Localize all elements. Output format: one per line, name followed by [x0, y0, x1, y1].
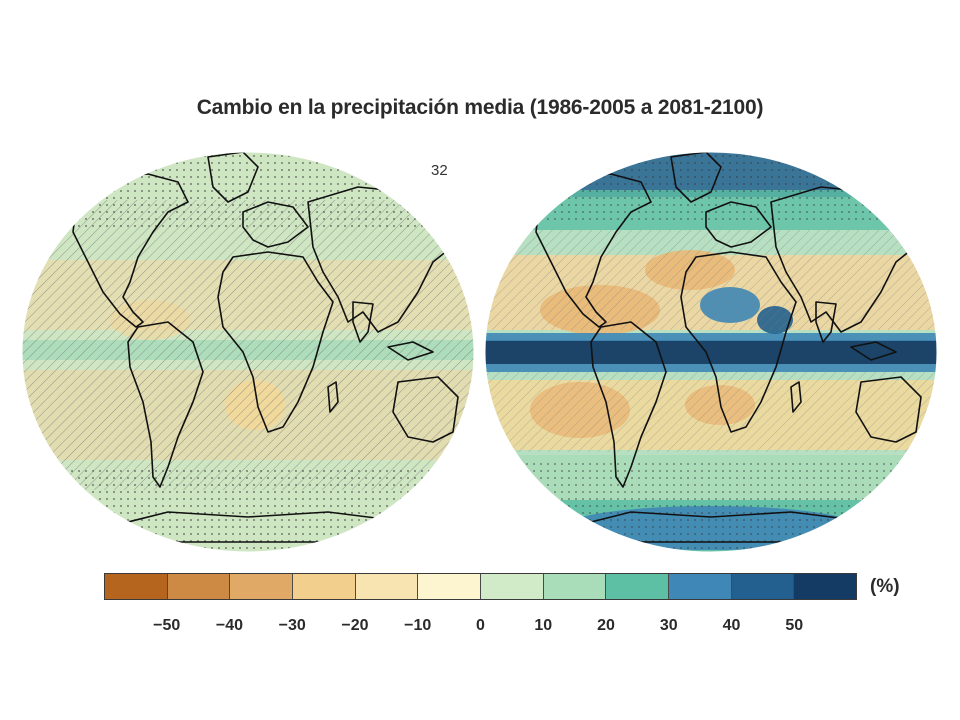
colorbar-swatch: [105, 574, 168, 599]
colorbar-tick-label: 0: [476, 617, 485, 634]
colorbar-swatch: [606, 574, 670, 599]
left-map: [21, 151, 475, 553]
colorbar-tick-label: −10: [404, 617, 432, 634]
colorbar-swatch: [794, 574, 857, 599]
right-map: [484, 151, 938, 553]
colorbar-tick-label: −50: [153, 617, 181, 634]
figure-title: Cambio en la precipitación media (1986-2…: [196, 96, 764, 119]
model-count-label: 32: [431, 162, 448, 179]
colorbar-tick-label: 30: [659, 617, 678, 634]
colorbar-tick-label: −40: [215, 617, 244, 634]
colorbar-swatch: [481, 574, 544, 599]
unit-label: (%): [870, 576, 900, 597]
colorbar-tick-label: 20: [597, 617, 615, 634]
colorbar-swatch: [293, 574, 356, 599]
colorbar-swatch: [355, 574, 419, 599]
colorbar-swatch: [230, 574, 294, 599]
colorbar-swatch: [167, 574, 231, 599]
colorbar-tick-label: −30: [278, 617, 306, 634]
colorbar-tick-label: 50: [785, 617, 804, 634]
colorbar: [104, 573, 857, 600]
colorbar-swatch: [418, 574, 482, 599]
colorbar-tick-label: 40: [722, 617, 741, 634]
colorbar-swatch: [731, 574, 795, 599]
colorbar-swatch: [543, 574, 607, 599]
colorbar-tick-label: 10: [534, 617, 553, 634]
colorbar-swatch: [669, 574, 732, 599]
colorbar-tick-label: −20: [341, 617, 369, 634]
